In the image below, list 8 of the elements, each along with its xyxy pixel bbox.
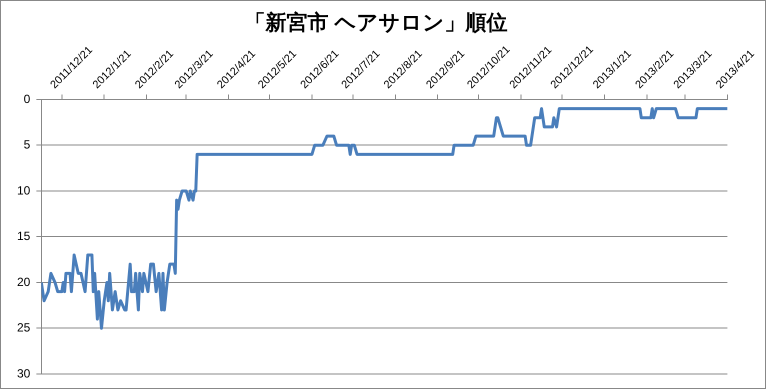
y-tick-label: 15 xyxy=(16,229,31,244)
y-tick-label: 0 xyxy=(24,92,31,106)
y-tick-label: 20 xyxy=(16,274,31,289)
y-tick-label: 30 xyxy=(16,366,31,380)
y-tick-label: 25 xyxy=(16,320,31,335)
y-tick-label: 5 xyxy=(24,138,31,152)
chart-title: 「新宮市 ヘアサロン」順位 xyxy=(244,10,508,34)
y-tick-label: 10 xyxy=(16,183,31,198)
